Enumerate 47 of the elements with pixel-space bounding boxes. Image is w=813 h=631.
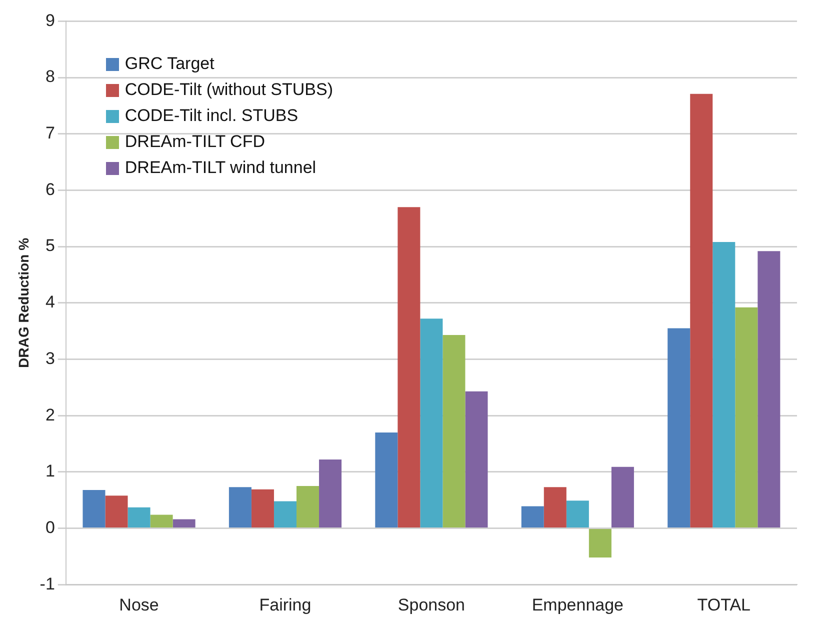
bar [296,486,320,528]
bar [690,94,713,528]
bar [274,501,296,528]
y-tick-label: -1 [40,574,55,594]
y-axis-title: DRAG Reduction % [15,237,32,368]
bar [375,432,398,528]
x-tick-label: Empennage [532,595,624,614]
bar [712,242,736,528]
y-tick-label: 1 [45,462,55,481]
bar [82,490,106,528]
bar [735,307,758,528]
bar [521,506,544,528]
bar [150,514,173,528]
bar [588,529,612,558]
x-tick-label: Nose [119,595,159,614]
bar [319,460,342,528]
x-tick-label: Sponson [398,595,466,614]
bar [465,391,488,528]
y-tick-label: 4 [45,292,55,312]
bar [668,328,690,528]
y-tick-label: 5 [45,236,55,256]
y-tick-label: 8 [45,67,55,86]
x-tick-label: TOTAL [697,595,750,614]
bar [544,487,566,528]
bar [398,207,420,528]
y-tick-label: 9 [45,10,55,30]
bar [442,335,466,528]
y-tick-label: 2 [45,405,55,424]
y-tick-label: 6 [45,180,55,199]
bar [611,466,634,528]
bar [566,500,589,528]
y-tick-label: 3 [45,348,55,368]
legend-label: GRC Target [124,53,214,76]
legend-label: CODE-Tilt (without STUBS) [124,79,334,102]
legend-label: DREAm-TILT CFD [124,131,265,154]
bar [251,489,274,528]
bar [128,507,150,528]
y-tick-label: 7 [45,124,55,143]
bar [228,487,252,528]
bar [172,519,196,528]
bar [758,251,780,528]
bar [105,496,128,528]
legend-label: CODE-Tilt incl. STUBS [124,105,298,128]
x-tick-label: Fairing [259,595,312,614]
y-tick-label: 0 [45,518,55,537]
legend-label: DREAm-TILT wind tunnel [124,157,316,180]
bar [420,318,443,528]
